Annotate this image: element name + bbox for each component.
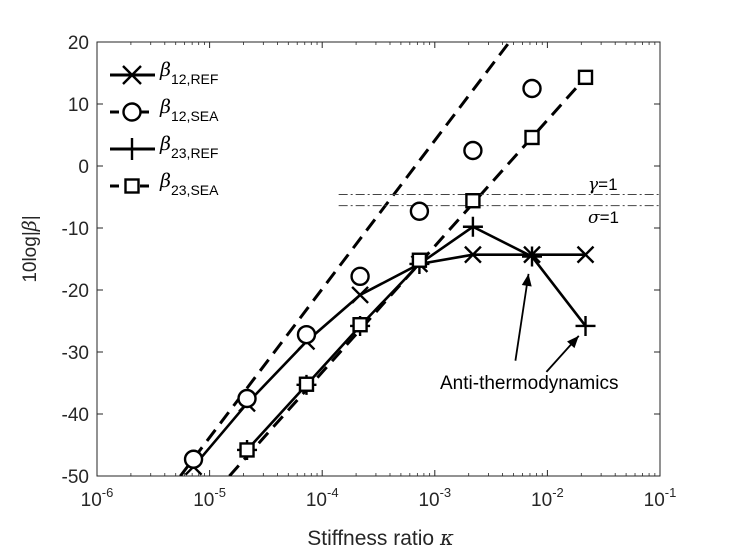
data-point [351,286,369,304]
data-point [522,246,543,267]
legend-marker [121,138,143,160]
legend-box [104,48,228,200]
data-point [183,449,204,469]
data-point [350,266,370,287]
legend-label: β12,REF [159,59,218,87]
data-point [237,388,257,409]
reference-lines: γ=1 σ=1 [338,175,660,228]
y-axis-label: 10log|β| [19,215,41,282]
annotation-arrow-1 [514,273,530,361]
series-4 [239,69,594,458]
data-point [409,201,430,221]
annotation: Anti-thermodynamics [440,273,618,394]
reference-label-1: γ=1 [588,175,618,195]
legend-entry-1: β12,REF [110,59,218,87]
x-tick-label: 10-2 [531,485,564,511]
y-tick-label: 0 [78,157,89,178]
data-point [577,69,594,86]
data-point [352,317,368,333]
x-tick-label: 10-3 [418,485,451,511]
annotation-arrowhead-2 [567,335,579,349]
x-tick-label: 10-1 [644,485,677,511]
data-point [575,315,596,336]
annotation-arrowhead-1 [521,273,532,287]
data-point [524,129,540,146]
x-tick-label: 10-4 [306,485,339,511]
y-tick-label: -30 [62,343,89,364]
data-point [465,193,481,209]
y-tick-label: -20 [62,281,89,302]
y-tick-label: 20 [68,33,89,54]
data-point [522,78,542,99]
data-point [298,376,315,392]
data-point [462,216,483,237]
series-layer [183,69,596,476]
series-line [192,253,586,468]
data-point [411,252,428,268]
legend-entry-3: β23,REF [110,133,218,161]
legend-entry-4: β23,SEA [110,170,219,198]
y-tick-label: -10 [62,219,89,240]
legend-marker [122,102,142,122]
trend-line-1 [179,42,511,476]
annotation-text: Anti-thermodynamics [440,373,618,394]
y-tick-label: -40 [62,405,89,426]
y-tick-label: -50 [62,467,89,488]
reference-label-2: σ=1 [588,208,619,228]
legend-marker [122,65,142,85]
legend-label: β23,SEA [159,170,219,198]
data-point [239,442,255,458]
data-point [296,324,317,345]
axes: 10-6 10-5 10-4 10-3 10-2 10-1 20 10 0 -10 -20 -30 -4… [19,33,676,550]
legend-entry-2: β12,SEA [110,96,219,124]
y-tick-label: 10 [68,95,89,116]
data-point [463,140,483,161]
x-axis-label: Stiffness ratio κ [307,526,454,550]
data-point [464,245,482,264]
legend: β12,REF β12,SEA β23,REF β23,SEA [104,48,228,200]
x-tick-label: 10-5 [193,485,226,511]
legend-label: β23,REF [159,133,218,161]
legend-marker [124,178,140,194]
legend-label: β12,SEA [159,96,219,124]
data-point [576,245,595,264]
x-tick-label: 10-6 [81,485,114,511]
series-2 [183,78,542,469]
